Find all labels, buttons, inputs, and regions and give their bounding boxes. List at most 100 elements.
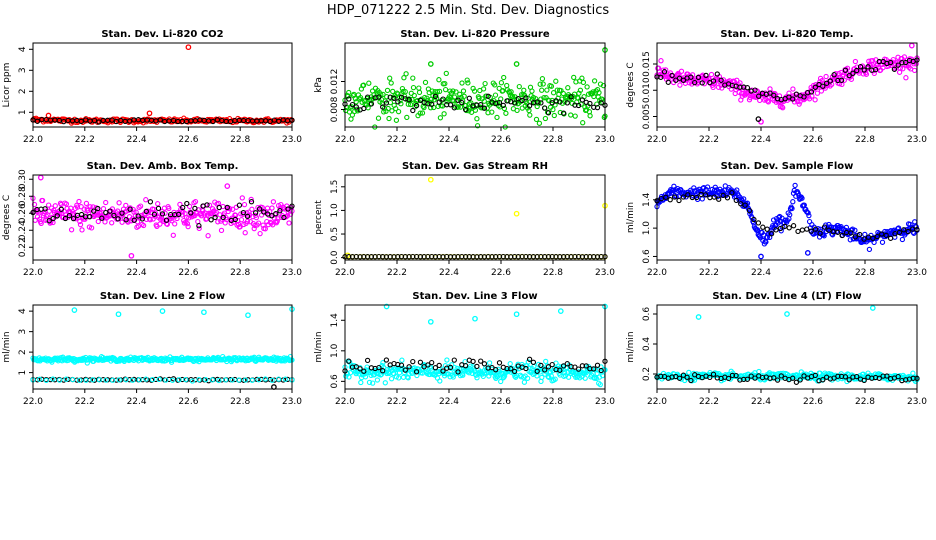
data-point [31, 201, 38, 208]
data-point [256, 206, 263, 212]
data-point [183, 376, 189, 383]
data-point [39, 197, 46, 204]
data-point [386, 115, 392, 122]
data-point [376, 364, 382, 371]
data-point [281, 214, 287, 221]
data-points [654, 305, 920, 385]
data-point [401, 75, 407, 81]
data-point [498, 80, 505, 86]
data-point [185, 223, 191, 230]
data-point [91, 208, 97, 214]
data-point [429, 101, 435, 107]
data-point [756, 93, 762, 99]
data-point [210, 118, 216, 125]
data-point [564, 100, 570, 106]
outlier-point [185, 44, 192, 51]
data-point [831, 72, 837, 78]
data-point [827, 78, 833, 84]
data-point [734, 77, 740, 83]
x-tick-label: 22.4 [439, 268, 459, 278]
data-point [854, 67, 860, 74]
data-point [130, 206, 136, 213]
data-point [400, 88, 406, 95]
data-point [260, 222, 266, 228]
data-point [362, 374, 369, 380]
data-point [591, 78, 598, 84]
data-point [374, 377, 381, 383]
data-point [663, 194, 669, 200]
data-point [417, 110, 423, 116]
data-point [238, 211, 244, 217]
data-point [524, 375, 531, 381]
data-point [139, 216, 145, 222]
data-point [45, 202, 52, 208]
data-point [692, 192, 698, 198]
data-point [416, 89, 423, 96]
data-point [76, 198, 82, 205]
outlier-point [37, 174, 44, 181]
data-point [901, 227, 907, 233]
data-point [436, 88, 443, 95]
data-point [786, 225, 792, 231]
data-point [738, 201, 744, 207]
data-point [481, 98, 487, 104]
data-point [474, 123, 481, 129]
data-point [568, 94, 574, 100]
outlier-point [159, 308, 166, 314]
data-point [462, 106, 469, 113]
data-point [795, 98, 801, 105]
data-point [711, 187, 718, 193]
data-point [692, 79, 698, 86]
data-point [508, 89, 514, 95]
data-point [823, 80, 830, 86]
data-point [149, 376, 156, 383]
data-point [821, 224, 828, 230]
data-point [218, 227, 225, 234]
data-point [533, 116, 540, 123]
data-point [544, 87, 550, 93]
data-point [677, 82, 683, 88]
data-point [123, 202, 129, 209]
data-point [156, 376, 162, 383]
data-point [198, 213, 205, 219]
data-point [455, 369, 461, 375]
data-point [346, 374, 352, 380]
data-point [375, 115, 382, 121]
data-point [838, 77, 845, 83]
panel-title: Stan. Dev. Gas Stream RH [402, 161, 548, 172]
data-point [157, 117, 163, 123]
data-point [96, 377, 103, 383]
data-point [468, 109, 475, 115]
data-point [852, 58, 859, 65]
x-tick-label: 22.2 [75, 397, 95, 407]
data-point [147, 217, 153, 223]
data-point [534, 368, 540, 374]
data-point [899, 236, 906, 243]
data-point [123, 377, 129, 383]
data-point [78, 204, 84, 210]
y-tick-label: 1.5 [330, 180, 340, 194]
data-point [262, 376, 269, 382]
data-point [450, 88, 456, 94]
data-point [694, 194, 700, 201]
x-tick-label: 23.0 [907, 135, 927, 145]
data-point [539, 374, 545, 381]
data-point [725, 375, 732, 382]
x-tick-label: 22.2 [387, 397, 407, 407]
data-point [163, 217, 170, 223]
data-point [444, 357, 450, 363]
data-point [773, 227, 779, 233]
data-point [370, 380, 376, 386]
x-tick-label: 22.4 [439, 397, 459, 407]
data-point [62, 215, 69, 222]
data-point [242, 377, 249, 383]
data-point [166, 205, 172, 212]
x-tick-label: 22.4 [127, 397, 147, 407]
data-point [238, 217, 245, 223]
data-point [516, 83, 522, 90]
data-point [699, 80, 705, 86]
data-point [137, 203, 144, 209]
data-point [286, 220, 292, 226]
data-point [384, 94, 390, 100]
data-point [269, 377, 275, 383]
